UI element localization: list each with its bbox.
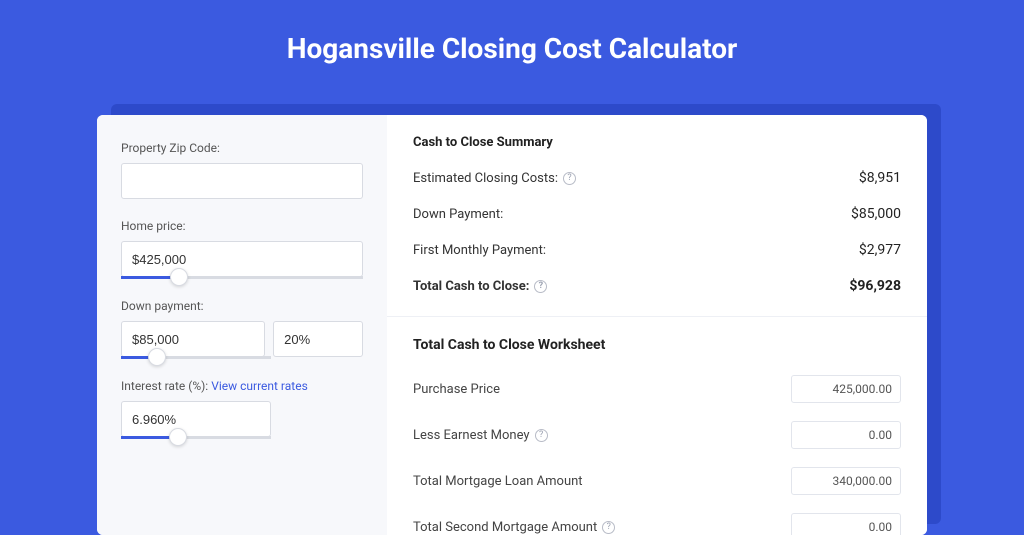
help-icon[interactable]: ? xyxy=(602,521,615,534)
page-title: Hogansville Closing Cost Calculator xyxy=(0,0,1024,93)
down-payment-pct-input[interactable] xyxy=(273,321,363,357)
summary-label-total: Total Cash to Close: ? xyxy=(413,279,547,294)
home-price-slider[interactable] xyxy=(121,276,363,279)
summary-label-monthly-payment: First Monthly Payment: xyxy=(413,243,546,258)
help-icon[interactable]: ? xyxy=(534,280,547,293)
summary-heading: Cash to Close Summary xyxy=(413,135,901,150)
summary-label-text: Estimated Closing Costs: xyxy=(413,171,558,186)
worksheet-label-text: Less Earnest Money xyxy=(413,428,530,443)
down-payment-label: Down payment: xyxy=(121,299,363,313)
interest-slider-handle[interactable] xyxy=(169,428,187,446)
zip-label: Property Zip Code: xyxy=(121,141,363,155)
help-icon[interactable]: ? xyxy=(563,172,576,185)
interest-label: Interest rate (%): View current rates xyxy=(121,379,363,393)
interest-slider[interactable] xyxy=(121,436,271,439)
home-price-input[interactable] xyxy=(121,241,363,277)
down-payment-input[interactable] xyxy=(121,321,265,357)
worksheet-value-second-mortgage[interactable]: 0.00 xyxy=(791,513,901,535)
summary-value-total: $96,928 xyxy=(849,278,901,294)
summary-label-text: Down Payment: xyxy=(413,207,503,222)
summary-row-monthly-payment: First Monthly Payment: $2,977 xyxy=(413,242,901,258)
worksheet-value-earnest-money[interactable]: 0.00 xyxy=(791,421,901,449)
worksheet-value-mortgage-amount[interactable]: 340,000.00 xyxy=(791,467,901,495)
worksheet-label: Total Mortgage Loan Amount xyxy=(413,474,583,489)
worksheet-block: Total Cash to Close Worksheet Purchase P… xyxy=(387,317,927,535)
results-panel: Cash to Close Summary Estimated Closing … xyxy=(387,115,927,535)
summary-label-down-payment: Down Payment: xyxy=(413,207,503,222)
worksheet-row-purchase-price: Purchase Price 425,000.00 xyxy=(413,375,901,403)
summary-row-closing-costs: Estimated Closing Costs: ? $8,951 xyxy=(413,170,901,186)
worksheet-row-mortgage-amount: Total Mortgage Loan Amount 340,000.00 xyxy=(413,467,901,495)
summary-label-text: First Monthly Payment: xyxy=(413,243,546,258)
summary-row-total: Total Cash to Close: ? $96,928 xyxy=(413,278,901,294)
summary-label-closing-costs: Estimated Closing Costs: ? xyxy=(413,171,576,186)
worksheet-label-text: Total Mortgage Loan Amount xyxy=(413,474,583,489)
interest-input[interactable] xyxy=(121,401,271,437)
summary-value-monthly-payment: $2,977 xyxy=(859,242,901,258)
worksheet-label: Less Earnest Money ? xyxy=(413,428,548,443)
interest-label-text: Interest rate (%): xyxy=(121,379,208,393)
summary-block: Cash to Close Summary Estimated Closing … xyxy=(387,115,927,317)
worksheet-label-text: Purchase Price xyxy=(413,382,500,397)
worksheet-label: Purchase Price xyxy=(413,382,500,397)
zip-input[interactable] xyxy=(121,163,363,199)
worksheet-row-second-mortgage: Total Second Mortgage Amount ? 0.00 xyxy=(413,513,901,535)
home-price-slider-handle[interactable] xyxy=(170,268,188,286)
worksheet-label-text: Total Second Mortgage Amount xyxy=(413,520,597,535)
calculator-card: Property Zip Code: Home price: Down paym… xyxy=(97,115,927,535)
worksheet-row-earnest-money: Less Earnest Money ? 0.00 xyxy=(413,421,901,449)
interest-field-group: Interest rate (%): View current rates xyxy=(121,379,363,439)
summary-value-down-payment: $85,000 xyxy=(851,206,901,222)
worksheet-label: Total Second Mortgage Amount ? xyxy=(413,520,615,535)
zip-field-group: Property Zip Code: xyxy=(121,141,363,199)
worksheet-value-purchase-price[interactable]: 425,000.00 xyxy=(791,375,901,403)
summary-value-closing-costs: $8,951 xyxy=(859,170,901,186)
summary-label-text: Total Cash to Close: xyxy=(413,279,529,294)
down-payment-field-group: Down payment: xyxy=(121,299,363,359)
help-icon[interactable]: ? xyxy=(535,429,548,442)
home-price-field-group: Home price: xyxy=(121,219,363,279)
home-price-label: Home price: xyxy=(121,219,363,233)
worksheet-heading: Total Cash to Close Worksheet xyxy=(413,337,901,353)
summary-row-down-payment: Down Payment: $85,000 xyxy=(413,206,901,222)
view-rates-link[interactable]: View current rates xyxy=(211,379,308,393)
down-payment-slider-handle[interactable] xyxy=(148,348,166,366)
down-payment-slider[interactable] xyxy=(121,356,271,359)
inputs-panel: Property Zip Code: Home price: Down paym… xyxy=(97,115,387,535)
